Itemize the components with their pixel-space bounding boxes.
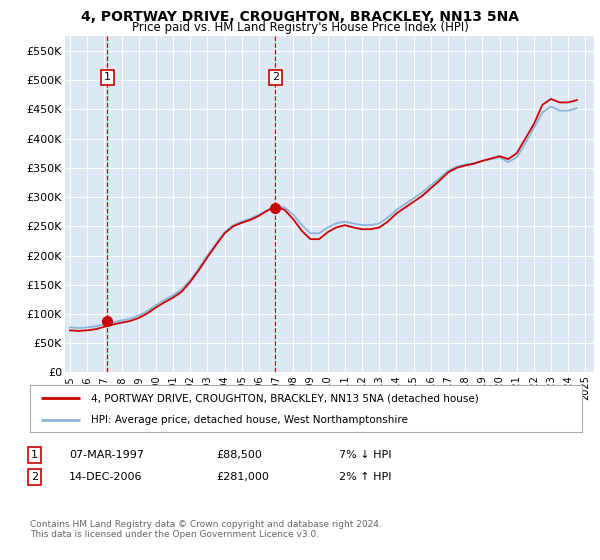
Text: 1: 1	[104, 72, 111, 82]
Text: £281,000: £281,000	[216, 472, 269, 482]
Text: 4, PORTWAY DRIVE, CROUGHTON, BRACKLEY, NN13 5NA (detached house): 4, PORTWAY DRIVE, CROUGHTON, BRACKLEY, N…	[91, 393, 478, 403]
Text: £88,500: £88,500	[216, 450, 262, 460]
Text: 2: 2	[272, 72, 279, 82]
Text: 1: 1	[31, 450, 38, 460]
Text: 07-MAR-1997: 07-MAR-1997	[69, 450, 144, 460]
Text: 2% ↑ HPI: 2% ↑ HPI	[339, 472, 391, 482]
Text: HPI: Average price, detached house, West Northamptonshire: HPI: Average price, detached house, West…	[91, 416, 407, 426]
Text: 2: 2	[31, 472, 38, 482]
Text: 14-DEC-2006: 14-DEC-2006	[69, 472, 143, 482]
Text: 4, PORTWAY DRIVE, CROUGHTON, BRACKLEY, NN13 5NA: 4, PORTWAY DRIVE, CROUGHTON, BRACKLEY, N…	[81, 10, 519, 24]
Text: 7% ↓ HPI: 7% ↓ HPI	[339, 450, 391, 460]
Text: Price paid vs. HM Land Registry's House Price Index (HPI): Price paid vs. HM Land Registry's House …	[131, 21, 469, 34]
Text: Contains HM Land Registry data © Crown copyright and database right 2024.
This d: Contains HM Land Registry data © Crown c…	[30, 520, 382, 539]
